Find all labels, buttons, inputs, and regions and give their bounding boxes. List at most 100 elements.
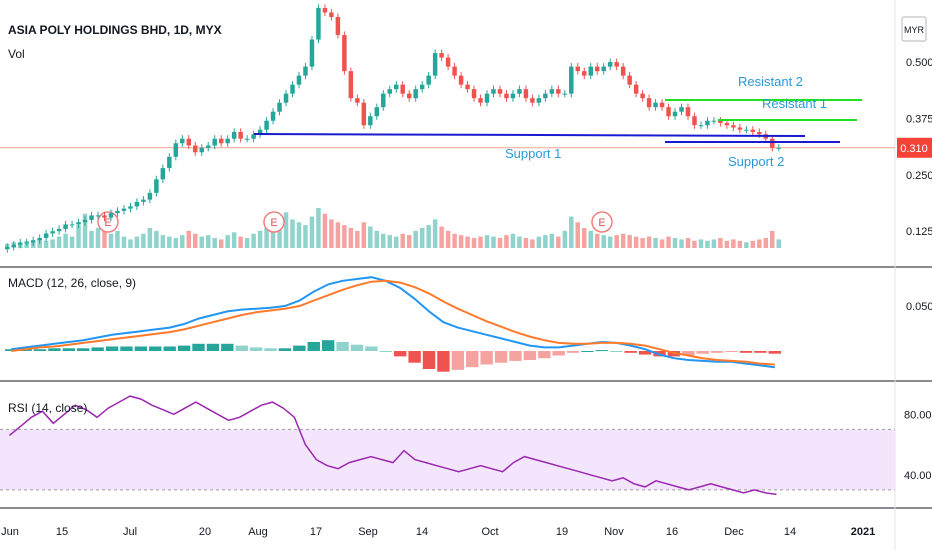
volume-bar: [406, 235, 412, 248]
volume-bar: [283, 212, 289, 248]
volume-bar: [128, 239, 133, 248]
volume-bar: [614, 235, 619, 248]
x-axis-tick: Jun: [1, 526, 19, 538]
candle: [588, 63, 593, 80]
candle: [770, 135, 775, 152]
volume-bar: [770, 230, 775, 248]
volume-bar: [167, 236, 172, 248]
candle-body: [445, 57, 451, 67]
candle: [478, 94, 483, 107]
currency-button[interactable]: MYR: [901, 16, 927, 42]
candle-body: [11, 244, 16, 247]
candle: [238, 128, 243, 143]
candle: [63, 220, 68, 233]
candle: [290, 81, 295, 98]
candle-body: [283, 93, 289, 103]
volume-bar: [180, 235, 185, 248]
candle-body: [750, 129, 756, 132]
volume-bar: [199, 236, 204, 248]
candle-body: [530, 98, 535, 103]
candle-body: [17, 242, 23, 245]
candle: [633, 81, 639, 98]
candle: [167, 153, 172, 172]
candle: [251, 130, 256, 143]
candle: [504, 90, 509, 102]
candle: [180, 135, 185, 147]
volume-bar: [394, 236, 399, 248]
candle: [413, 85, 418, 102]
volume-bar: [575, 222, 581, 248]
macd-line: [11, 276, 775, 369]
volume-bar: [264, 228, 269, 248]
volume-bar: [89, 230, 94, 248]
macd-histogram-bar: [350, 344, 364, 351]
candle-body: [50, 231, 55, 234]
earnings-marker-circle: [263, 211, 285, 233]
volume-bar: [491, 236, 496, 248]
earnings-marker: E: [263, 211, 285, 233]
candle-body: [231, 131, 237, 139]
candle: [30, 236, 36, 247]
candle: [601, 63, 606, 75]
volume-bar: [43, 240, 49, 248]
candle: [102, 211, 107, 222]
price-y-tick: 0.500: [906, 57, 932, 69]
resistance-2-label: Resistant 2: [738, 74, 803, 89]
volume-bar: [303, 225, 308, 248]
candle: [95, 211, 101, 220]
volume-bar: [193, 233, 198, 248]
candle-body: [348, 71, 354, 99]
candle: [491, 85, 496, 98]
macd-histogram-bar: [480, 351, 493, 365]
candle-body: [419, 84, 425, 90]
candle-body: [387, 89, 392, 94]
volume-bar: [510, 233, 516, 248]
candle: [303, 63, 308, 80]
macd-histogram-bar: [206, 343, 220, 351]
candle: [128, 202, 133, 213]
volume-bar: [368, 226, 373, 248]
candle-body: [329, 12, 334, 18]
x-axis-tick: 14: [784, 526, 796, 538]
macd-histogram-bar: [177, 345, 191, 351]
candle-body: [594, 66, 600, 72]
candle: [419, 81, 425, 93]
macd-histogram-bar: [725, 351, 738, 352]
macd-histogram-bar: [509, 351, 522, 361]
macd-histogram-bar: [235, 345, 248, 351]
candle-body: [89, 215, 94, 220]
candle: [24, 238, 29, 247]
candle-body: [646, 98, 652, 108]
candle-body: [659, 102, 665, 108]
candle-body: [575, 66, 581, 72]
candle-body: [361, 102, 367, 126]
macd-histogram-bar: [149, 346, 162, 351]
volume-bar: [458, 235, 464, 248]
volume-bar: [763, 238, 769, 248]
rsi-y-tick: 40.00: [904, 470, 932, 482]
candle: [17, 238, 23, 249]
macd-histogram-bar: [437, 351, 450, 372]
candle-body: [205, 145, 211, 148]
candle-body: [640, 93, 645, 99]
macd-histogram-bar: [293, 345, 306, 351]
x-axis-tick: Jul: [123, 526, 137, 538]
candle: [141, 196, 146, 206]
candle: [154, 175, 159, 197]
volume-bar: [452, 233, 457, 248]
candle-body: [225, 138, 230, 144]
candle-body: [30, 240, 36, 243]
candle-body: [309, 39, 315, 67]
candle-body: [569, 66, 574, 94]
volume-bar: [750, 240, 756, 248]
candle-body: [63, 224, 68, 229]
candle-body: [355, 98, 360, 103]
candle-body: [718, 120, 723, 123]
macd-histogram-bar: [91, 347, 104, 351]
candle: [776, 144, 781, 152]
candle-body: [43, 233, 49, 238]
candle: [368, 112, 373, 129]
candle: [50, 227, 55, 238]
candle-body: [251, 134, 256, 139]
